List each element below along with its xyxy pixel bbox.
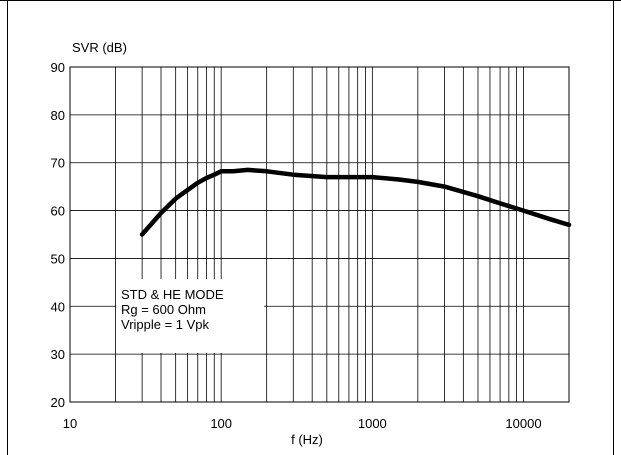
x-tick-label: 10000 (505, 416, 541, 431)
svr-curve (139, 167, 572, 237)
y-tick-label: 30 (51, 347, 65, 362)
y-tick-label: 70 (51, 156, 65, 171)
y-tick-label: 20 (51, 395, 65, 410)
annotation-box (116, 279, 264, 353)
y-tick-label: 80 (51, 108, 65, 123)
y-tick-label: 60 (51, 204, 65, 219)
y-tick-label: 50 (51, 251, 65, 266)
grid (70, 67, 569, 402)
plot-area-border (69, 66, 570, 403)
x-tick-label: 10 (63, 416, 77, 431)
x-tick-label: 100 (210, 416, 232, 431)
x-tick-labels: 10 100 1000 10000 (63, 416, 542, 431)
x-tick-label: 1000 (358, 416, 387, 431)
annotation-line: Rg = 600 Ohm (121, 302, 206, 317)
annotation-line: STD & HE MODE (121, 287, 224, 302)
annotation-line: Vripple = 1 Vpk (121, 317, 210, 332)
y-tick-labels: 20 30 40 50 60 70 80 90 (51, 60, 65, 410)
x-axis-label: f (Hz) (291, 432, 323, 447)
y-tick-label: 40 (51, 299, 65, 314)
y-tick-label: 90 (51, 60, 65, 75)
y-axis-label: SVR (dB) (72, 40, 127, 55)
